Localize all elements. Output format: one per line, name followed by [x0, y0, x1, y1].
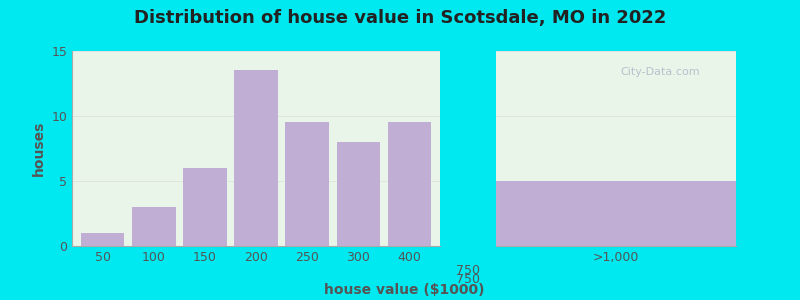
Bar	[132, 207, 175, 246]
Bar	[388, 122, 431, 246]
Text: City-Data.com: City-Data.com	[620, 67, 700, 76]
Bar	[234, 70, 278, 246]
Text: 750: 750	[456, 273, 480, 286]
Bar	[286, 122, 329, 246]
Text: house value ($1000): house value ($1000)	[324, 283, 484, 297]
Text: Distribution of house value in Scotsdale, MO in 2022: Distribution of house value in Scotsdale…	[134, 9, 666, 27]
Bar	[183, 168, 226, 246]
Text: 750: 750	[456, 264, 480, 277]
Bar	[496, 181, 736, 246]
Bar	[337, 142, 380, 246]
Y-axis label: houses: houses	[32, 121, 46, 176]
Bar	[81, 233, 124, 246]
